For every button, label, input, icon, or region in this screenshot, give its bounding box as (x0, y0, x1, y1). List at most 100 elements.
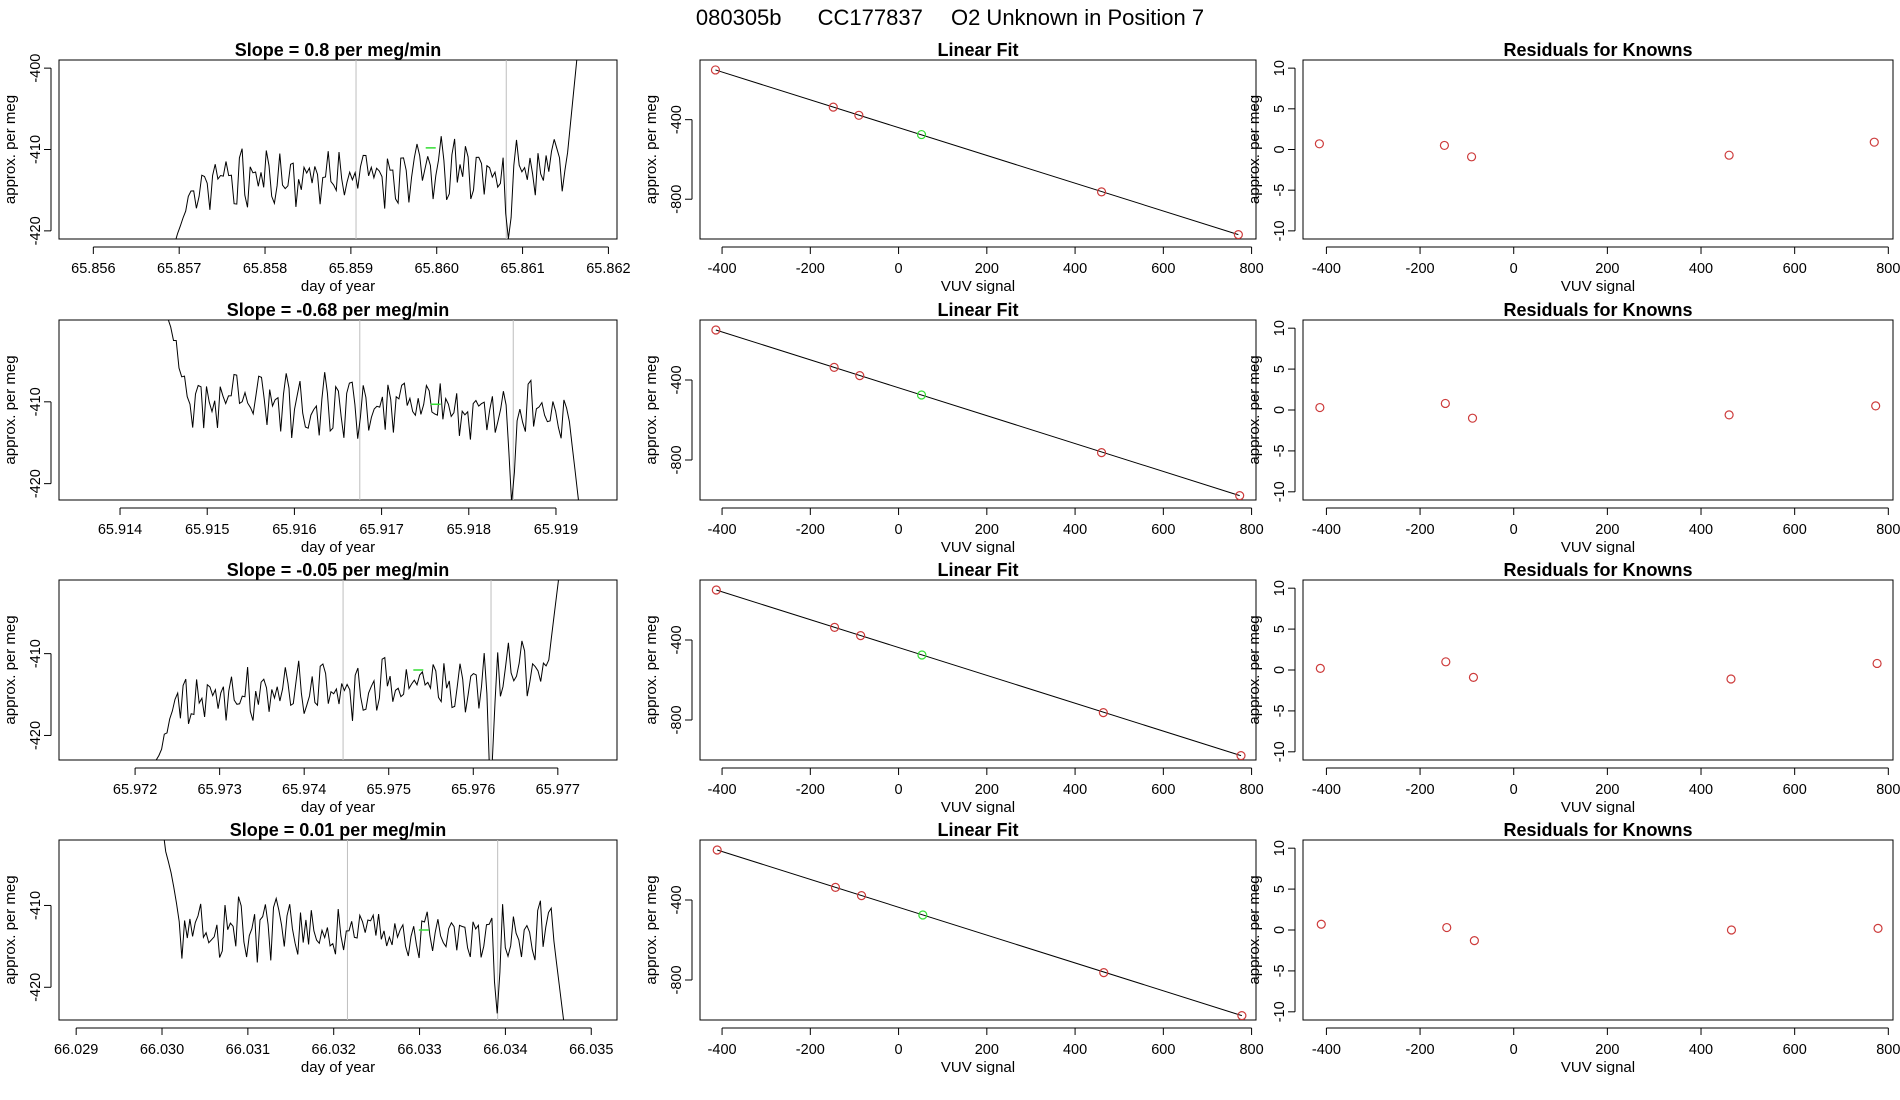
fit-line (715, 329, 1240, 497)
x-tick-label: -400 (1312, 782, 1341, 798)
x-axis-label: VUV signal (941, 539, 1015, 556)
y-tick-label: -5 (1272, 444, 1288, 457)
x-tick-label: 800 (1876, 782, 1900, 798)
x-tick-label: -200 (796, 1042, 825, 1058)
residual-point (1316, 919, 1326, 929)
y-tick-label: -400 (669, 625, 685, 654)
x-axis: -400 -200 0 200 400 600 800 (1312, 507, 1900, 538)
x-tick-label: 65.916 (272, 522, 316, 538)
x-tick-label: -400 (1312, 261, 1341, 277)
x-tick-label: -400 (1312, 1042, 1341, 1058)
x-tick-label: -200 (1406, 782, 1435, 798)
y-axis: -410 -420 (28, 891, 52, 1002)
cylinder-id: CC177837 (818, 5, 923, 30)
plot-frame (58, 59, 618, 240)
plot-frame (58, 579, 618, 761)
y-axis: 10 5 0 -5 -10 (1272, 60, 1296, 241)
x-tick-label: 800 (1876, 261, 1900, 277)
x-tick-label: 400 (1689, 782, 1713, 798)
x-tick-label: 800 (1239, 261, 1263, 277)
residual-point (1871, 401, 1881, 411)
y-axis: -400 -800 (669, 365, 693, 475)
x-tick-label: -200 (1406, 522, 1435, 538)
y-tick-label: -400 (669, 365, 685, 394)
panel-title: Linear Fit (937, 560, 1018, 580)
unknown-description: O2 Unknown in Position 7 (951, 5, 1204, 30)
x-tick-label: 600 (1151, 1042, 1175, 1058)
y-tick-label: -10 (1272, 220, 1288, 241)
y-tick-label: -800 (669, 965, 685, 994)
x-tick-label: 65.975 (367, 782, 411, 798)
x-tick-label: -400 (708, 1042, 737, 1058)
x-tick-label: 200 (1595, 1042, 1619, 1058)
residual-point (1315, 402, 1325, 413)
x-axis-label: day of year (301, 278, 375, 295)
x-tick-label: 400 (1689, 522, 1713, 538)
x-tick-label: 0 (1510, 261, 1518, 277)
x-tick-label: 65.919 (534, 522, 578, 538)
x-tick-label: 400 (1689, 261, 1713, 277)
plot-area (712, 845, 1247, 1020)
panels-grid: Slope = 0.8 per meg/min day of year approx… (2, 40, 1900, 1076)
x-tick-label: 66.031 (226, 1042, 270, 1058)
x-tick-label: -400 (708, 261, 737, 277)
panel-title: Residuals for Knowns (1503, 300, 1692, 320)
known-point (1099, 967, 1109, 978)
residual-point (1467, 413, 1478, 423)
residual-point (1315, 663, 1325, 673)
plot-area (711, 325, 1245, 500)
x-tick-label: 66.035 (569, 1042, 613, 1058)
x-tick-label: 200 (1595, 261, 1619, 277)
x-tick-label: 400 (1063, 261, 1087, 277)
y-tick-label: 5 (1272, 885, 1288, 893)
x-tick-label: 65.859 (329, 261, 373, 277)
x-axis: 66.029 66.030 66.031 66.032 66.033 66.034 66.0… (54, 1027, 613, 1058)
x-tick-label: -200 (1406, 261, 1435, 277)
x-tick-label: 65.914 (98, 522, 142, 538)
residual-point (1468, 672, 1479, 682)
x-tick-label: 66.030 (140, 1042, 184, 1058)
residual-point (1724, 150, 1734, 160)
x-axis: 65.914 65.915 65.916 65.917 65.918 65.919 (98, 507, 578, 538)
x-tick-label: 65.858 (243, 261, 287, 277)
fit-line (715, 69, 1239, 236)
x-axis-label: day of year (301, 1059, 375, 1076)
x-tick-label: 66.032 (312, 1042, 356, 1058)
plot-area (1315, 398, 1881, 423)
unknown-point (916, 129, 927, 140)
y-axis-label: approx. per meg (1246, 355, 1263, 464)
y-tick-label: -5 (1272, 184, 1288, 197)
residual-point (1442, 922, 1452, 933)
signal-trace (175, 60, 578, 239)
x-tick-label: 800 (1239, 1042, 1263, 1058)
x-tick-label: 65.917 (359, 522, 403, 538)
y-tick-label: -5 (1272, 704, 1288, 717)
plot-area (1314, 137, 1879, 162)
known-point (855, 371, 865, 381)
signal-trace (163, 840, 565, 1020)
x-tick-label: 0 (895, 522, 903, 538)
x-tick-label: 0 (895, 261, 903, 277)
plot-frame (699, 579, 1257, 761)
x-tick-label: 65.862 (586, 261, 630, 277)
plot-frame (58, 319, 618, 501)
panel-title: Linear Fit (937, 820, 1018, 840)
plot-area (711, 585, 1246, 760)
y-tick-label: 5 (1272, 625, 1288, 633)
panel-2-3: Residuals for Knowns VUV signal approx. pe… (1246, 300, 1900, 556)
x-tick-label: 400 (1689, 1042, 1713, 1058)
y-axis-label: approx. per meg (2, 875, 19, 984)
panel-title: Linear Fit (937, 300, 1018, 320)
known-point (830, 882, 841, 893)
panel-1-3: Residuals for Knowns VUV signal approx. pe… (1246, 40, 1900, 295)
x-axis: -400 -200 0 200 400 600 800 (708, 246, 1264, 277)
known-point (1096, 448, 1107, 458)
x-axis-label: VUV signal (941, 278, 1015, 295)
plot-area (1315, 657, 1882, 684)
residual-point (1724, 410, 1734, 420)
x-axis: 65.856 65.857 65.858 65.859 65.860 65.861 65.8… (71, 246, 631, 277)
residual-point (1466, 152, 1477, 162)
